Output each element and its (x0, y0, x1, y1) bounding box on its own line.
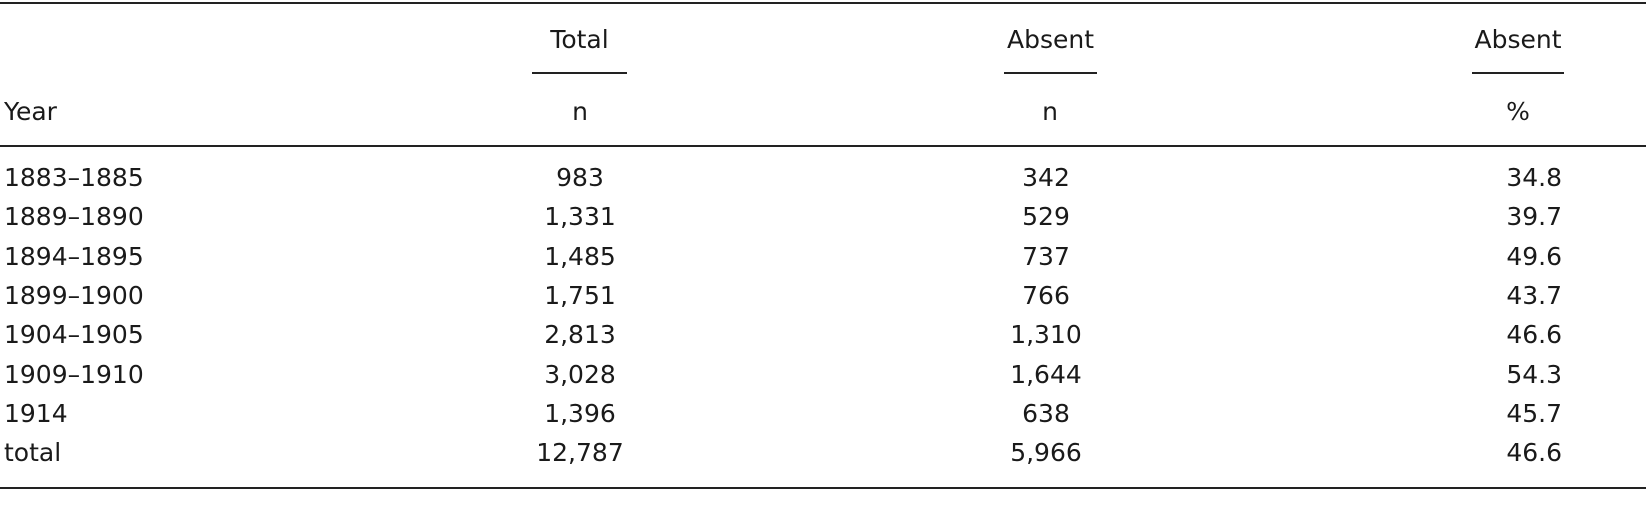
header-rule (0, 145, 1646, 147)
column-header: Year (4, 97, 57, 126)
row-label: 1883–1885 (4, 163, 144, 192)
row-label: 1889–1890 (4, 202, 144, 232)
cell-value: 766 (1022, 280, 1070, 310)
cell-value: 529 (1022, 202, 1070, 232)
column-header: % (1506, 97, 1530, 126)
cell-value: 2,813 (544, 320, 616, 350)
cell-value: 1,396 (544, 398, 616, 428)
cell-value: 1,751 (544, 280, 616, 310)
column-header: n (1042, 97, 1058, 126)
cell-value: 49.6 (1506, 241, 1562, 271)
cell-value: 5,966 (1010, 438, 1082, 468)
cell-value: 1,331 (544, 202, 616, 232)
cell-value: 46.6 (1506, 320, 1562, 350)
top-rule (0, 2, 1646, 4)
cell-value: 638 (1022, 398, 1070, 428)
group-header: Total (532, 24, 627, 74)
cell-value: 342 (1022, 163, 1070, 192)
group-header: Absent (1472, 24, 1564, 74)
cell-value: 1,485 (544, 241, 616, 271)
cell-value: 45.7 (1506, 398, 1562, 428)
cell-value: 46.6 (1506, 438, 1562, 468)
column-header: n (572, 97, 588, 126)
cell-value: 3,028 (544, 359, 616, 389)
group-header: Absent (1004, 24, 1097, 74)
cell-value: 983 (556, 163, 604, 192)
cell-value: 39.7 (1506, 202, 1562, 232)
cell-value: 1,644 (1010, 359, 1082, 389)
row-label: 1909–1910 (4, 359, 144, 389)
row-label: 1899–1900 (4, 280, 144, 310)
cell-value: 43.7 (1506, 280, 1562, 310)
cell-value: 1,310 (1010, 320, 1082, 350)
cell-value: 54.3 (1506, 359, 1562, 389)
bottom-rule (0, 487, 1646, 489)
cell-value: 12,787 (536, 438, 624, 468)
row-label: 1904–1905 (4, 320, 144, 350)
cell-value: 737 (1022, 241, 1070, 271)
cell-value: 34.8 (1506, 163, 1562, 192)
row-label: 1914 (4, 398, 68, 428)
row-label: total (4, 438, 62, 468)
row-label: 1894–1895 (4, 241, 144, 271)
